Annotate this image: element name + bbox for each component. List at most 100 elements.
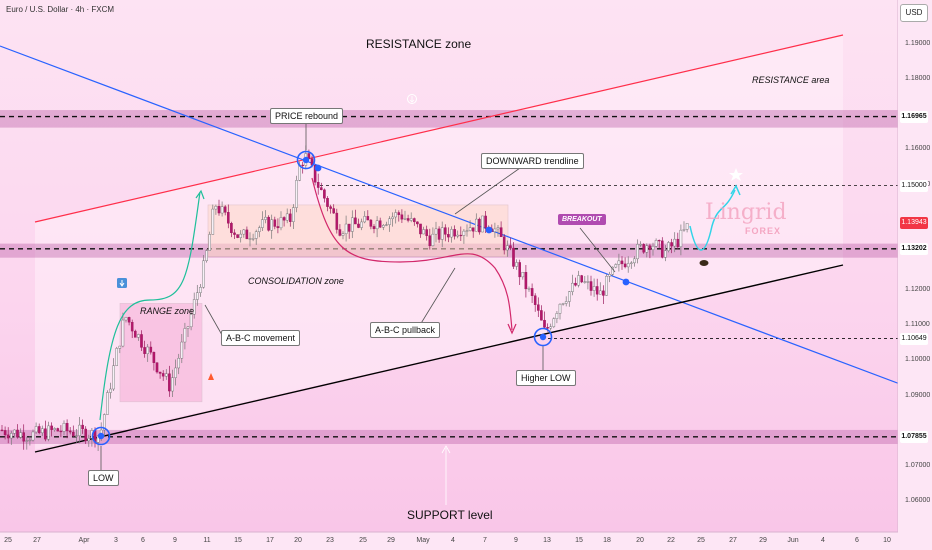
candle-body	[530, 288, 534, 296]
candle-body	[140, 334, 143, 348]
candle-body	[664, 250, 667, 258]
candle-body	[177, 358, 181, 369]
candle-body	[13, 429, 16, 434]
candle-body	[391, 216, 394, 220]
candle-body	[651, 246, 655, 250]
candle-body	[360, 221, 363, 228]
candle-body	[589, 281, 593, 291]
watermark-logo: Lingrid	[705, 200, 787, 225]
candle-body	[524, 272, 528, 290]
candle-body	[189, 314, 193, 328]
candle-body	[642, 244, 645, 253]
candle-body	[28, 439, 32, 442]
candle-body	[186, 326, 190, 329]
candle-body	[22, 432, 26, 442]
candle-body	[106, 392, 109, 415]
x-tick-label: 4	[821, 537, 825, 544]
zone-band-2	[0, 429, 898, 444]
candle-body	[437, 228, 441, 240]
candle-body	[329, 206, 332, 209]
candle-body	[462, 230, 466, 236]
resistance-zone-label: RESISTANCE zone	[366, 37, 472, 51]
candle-body	[595, 286, 599, 295]
currency-selector[interactable]: USD	[900, 4, 928, 22]
price-tag: 1.13943	[900, 216, 928, 229]
touch-point-2	[622, 278, 630, 286]
candle-body	[506, 245, 509, 251]
candle-body	[515, 262, 518, 267]
candle-body	[571, 282, 574, 292]
candle-body	[481, 215, 484, 233]
downward-trendline-label: DOWNWARD trendline	[481, 153, 584, 169]
candle-body	[174, 367, 177, 378]
candle-body	[115, 348, 118, 366]
info-icon-arrow	[119, 280, 125, 287]
candle-body	[549, 326, 552, 329]
x-tick-label: May	[416, 537, 430, 544]
candle-body	[552, 318, 556, 327]
price-tag: 1.15000	[900, 179, 928, 192]
candle-body	[592, 286, 596, 291]
candle-body	[149, 346, 153, 353]
candle-body	[574, 282, 577, 286]
candle-body	[41, 428, 44, 434]
candle-body	[484, 215, 487, 228]
candle-body	[546, 327, 549, 329]
abc-pullback-pointer	[419, 267, 456, 326]
candle-body	[419, 223, 422, 235]
candle-body	[478, 218, 481, 233]
candle-body	[143, 347, 146, 354]
candle-body	[84, 428, 87, 442]
candle-body	[195, 292, 199, 300]
candle-body	[202, 260, 205, 288]
candle-body	[248, 238, 252, 240]
candle-body	[341, 233, 345, 236]
candle-body	[270, 219, 274, 231]
zone-band-0	[0, 110, 898, 128]
support-level-label: SUPPORT level	[407, 508, 493, 522]
candle-body	[366, 216, 370, 221]
x-tick-label: 10	[883, 537, 891, 544]
candle-body	[152, 351, 156, 363]
price-tag: 1.13202	[900, 242, 928, 255]
candle-body	[155, 362, 159, 373]
candle-body	[87, 438, 91, 442]
candle-body	[180, 341, 184, 359]
x-tick-label: 4	[451, 537, 455, 544]
candle-body	[394, 212, 398, 218]
candle-body	[537, 304, 540, 311]
x-tick-label: 6	[855, 537, 859, 544]
x-tick-label: Jun	[787, 537, 799, 544]
candle-body	[161, 373, 165, 377]
candle-body	[382, 225, 385, 228]
symbol-title: Euro / U.S. Dollar · 4h · FXCM	[6, 5, 115, 14]
candle-body	[217, 206, 221, 214]
price-tag: 1.10649	[900, 332, 928, 345]
candle-body	[102, 414, 106, 431]
x-tick-label: Apr	[78, 537, 90, 544]
x-tick-label: 27	[729, 537, 737, 544]
breakout-label: BREAKOUT	[558, 214, 606, 225]
higher-low-marker-dot	[539, 333, 547, 341]
candle-body	[351, 217, 354, 232]
candle-body	[16, 429, 19, 438]
rocket-icon	[208, 373, 214, 380]
candle-body	[568, 291, 571, 302]
candle-body	[385, 224, 388, 226]
candle-body	[220, 206, 224, 214]
abc-movement-arrowhead	[195, 189, 205, 200]
candle-body	[586, 281, 590, 283]
candle-body	[295, 180, 298, 208]
y-tick-label: 1.11000	[905, 321, 930, 329]
candle-body	[682, 229, 686, 231]
candle-body	[233, 232, 236, 235]
candle-body	[211, 208, 215, 235]
touch-point-1	[485, 226, 493, 234]
candle-body	[558, 303, 562, 314]
candle-body	[630, 262, 633, 264]
x-tick-label: 6	[141, 537, 145, 544]
candle-body	[475, 218, 478, 232]
candle-body	[236, 234, 239, 238]
range-zone-label: RANGE zone	[140, 306, 195, 316]
